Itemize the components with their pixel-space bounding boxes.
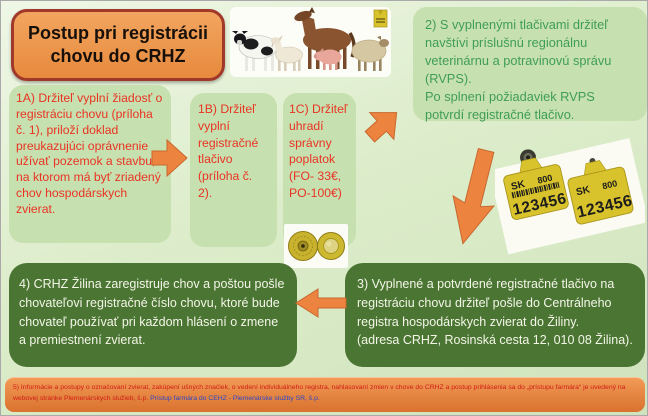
tag-country-code: SK (510, 179, 527, 193)
farm-animals-image (230, 7, 391, 77)
step-4-box: 4) CRHZ Žilina zaregistruje chov a pošto… (9, 263, 297, 367)
ear-tags-image: SK 800 123456 SK 800 123456 (495, 137, 645, 257)
ear-tag-thumbnail-icon (373, 9, 388, 28)
step-1c-box: 1C) Držiteľ uhradí správny poplatok (FO-… (283, 93, 356, 247)
cow-icon (232, 31, 278, 71)
round-tag-front-icon (288, 231, 318, 261)
ear-tag-pair-icon: SK 800 123456 SK 800 123456 (495, 138, 645, 255)
round-tag-back-icon (317, 232, 345, 260)
round-tag-pair-icon (284, 224, 348, 268)
step-4-text: 4) CRHZ Žilina zaregistruje chov a pošto… (19, 277, 285, 348)
page-title: Postup pri registrácii chovu do CRHZ (27, 22, 209, 66)
step-1b-text: 1B) Držiteľ vyplní registračné tlačivo (… (198, 102, 259, 201)
step-1b-box: 1B) Držiteľ vyplní registračné tlačivo (… (190, 93, 277, 247)
footer-note-line2: webovej stránke Plemenárskych služieb, š… (13, 394, 637, 405)
step-3-box: 3) Vyplnené a potvrdené registračné tlač… (345, 263, 645, 367)
farm-animals-illustration (232, 7, 389, 71)
footer-note-bar: 5) Informácie a postupy o označovaní zvi… (5, 377, 645, 412)
sheep-icon (351, 36, 389, 71)
tag-country-code: SK (575, 184, 592, 198)
goat-icon (270, 35, 303, 71)
arrow-down-icon (452, 147, 496, 245)
step-2-text: 2) S vyplnenými tlačivami držiteľ navští… (425, 17, 612, 122)
footer-note-line2-text: webovej stránke Plemenárskych služieb, š… (13, 394, 151, 402)
arrow-up-right-icon (364, 112, 398, 143)
horse-icon (294, 7, 356, 69)
arrow-right-icon (151, 138, 188, 178)
title-box: Postup pri registrácii chovu do CRHZ (11, 9, 225, 81)
ear-tag-back-icon: SK 800 123456 (567, 158, 634, 225)
tag-herd-code: 800 (536, 173, 553, 186)
arrow-left-icon (295, 288, 347, 318)
pig-icon (313, 48, 342, 70)
ear-tag-front-icon: SK 800 123456 (503, 149, 569, 220)
round-tags-image (284, 224, 348, 268)
step-1a-text: 1A) Držiteľ vyplní žiadosť o registráciu… (16, 91, 163, 217)
footer-note-line1: 5) Informácie a postupy o označovaní zvi… (13, 384, 626, 391)
step-1a-box: 1A) Držiteľ vyplní žiadosť o registráciu… (9, 85, 171, 243)
farmer-access-link[interactable]: Prístup farmára do CEHZ - Plemenárske sl… (150, 394, 320, 402)
step-1c-text: 1C) Držiteľ uhradí správny poplatok (FO-… (289, 102, 348, 201)
step-2-box: 2) S vyplnenými tlačivami držiteľ navští… (413, 7, 647, 122)
tag-herd-code: 800 (601, 178, 618, 191)
step-3-text: 3) Vyplnené a potvrdené registračné tlač… (357, 277, 633, 348)
